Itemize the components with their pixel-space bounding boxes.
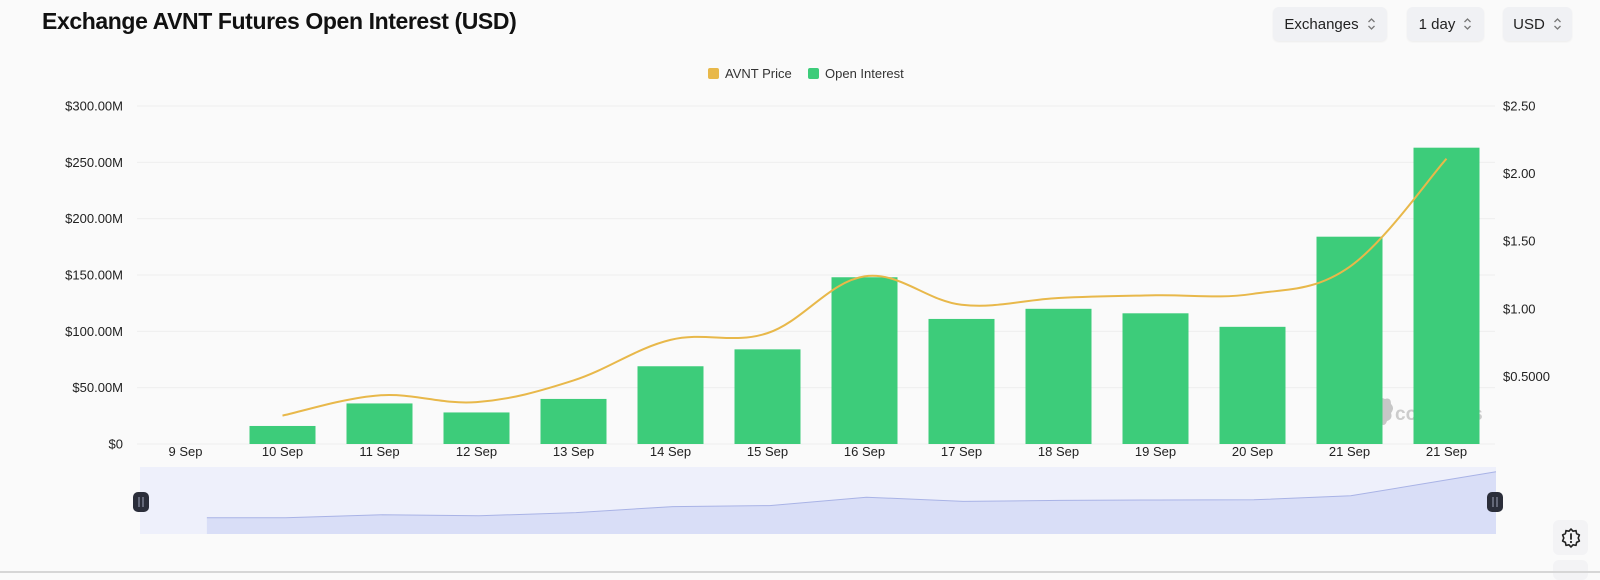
open-interest-bar[interactable]	[831, 277, 898, 444]
x-tick-label: 18 Sep	[1038, 444, 1079, 459]
legend-item-price[interactable]: AVNT Price	[708, 66, 792, 81]
currency-select[interactable]: USD	[1503, 7, 1572, 41]
interval-select-label: 1 day	[1418, 15, 1456, 33]
open-interest-bar[interactable]	[443, 412, 510, 444]
interval-select[interactable]: 1 day	[1407, 7, 1484, 41]
open-interest-bars	[249, 147, 1480, 445]
x-tick-label: 12 Sep	[456, 444, 497, 459]
chevron-updown-icon	[1553, 18, 1561, 30]
y2-tick-label: $2.50	[1503, 99, 1536, 114]
exchanges-select-label: Exchanges	[1284, 15, 1359, 33]
legend-swatch-open-interest	[808, 68, 819, 79]
x-axis: 9 Sep 10 Sep 11 Sep 12 Sep 13 Sep 14 Sep 15 Se…	[169, 444, 1468, 459]
y-tick-label: $250.00M	[65, 155, 123, 170]
x-tick-label: 20 Sep	[1232, 444, 1273, 459]
secondary-tool-button[interactable]	[1553, 560, 1588, 580]
y-tick-label: $300.00M	[65, 99, 123, 114]
y-tick-label: $0	[109, 437, 123, 452]
y-axis-left: $0 $50.00M $100.00M $150.00M $200.00M $250.00…	[65, 99, 123, 452]
y-tick-label: $150.00M	[65, 268, 123, 283]
price-line	[282, 158, 1448, 417]
y-axis-right: $0.5000 $1.00 $1.50 $2.00 $2.50	[1503, 99, 1550, 384]
x-tick-label: 21 Sep	[1329, 444, 1370, 459]
page-title: Exchange AVNT Futures Open Interest (USD…	[42, 8, 517, 34]
legend-item-open-interest[interactable]: Open Interest	[808, 66, 904, 81]
chevron-updown-icon	[1464, 18, 1472, 30]
x-tick-label: 17 Sep	[941, 444, 982, 459]
x-tick-label: 9 Sep	[169, 444, 203, 459]
y2-tick-label: $0.5000	[1503, 369, 1550, 384]
y-tick-label: $100.00M	[65, 324, 123, 339]
y-tick-label: $50.00M	[72, 380, 123, 395]
x-tick-label: 10 Sep	[262, 444, 303, 459]
x-tick-label: 15 Sep	[747, 444, 788, 459]
exchanges-select[interactable]: Exchanges	[1273, 7, 1387, 41]
bottom-divider	[0, 571, 1600, 573]
zoom-slider[interactable]	[133, 467, 1503, 534]
chart-controls: Exchanges 1 day USD	[0, 7, 1600, 42]
x-tick-label: 16 Sep	[844, 444, 885, 459]
x-tick-label: 13 Sep	[553, 444, 594, 459]
slider-handle-left[interactable]	[133, 492, 149, 512]
x-tick-label: 14 Sep	[650, 444, 691, 459]
y2-tick-label: $1.00	[1503, 301, 1536, 316]
legend-label-price: AVNT Price	[725, 66, 792, 81]
open-interest-bar[interactable]	[1219, 326, 1286, 444]
open-interest-bar[interactable]	[249, 425, 316, 444]
open-interest-bar[interactable]	[637, 366, 704, 444]
legend-swatch-price	[708, 68, 719, 79]
chart-legend: AVNT Price Open Interest	[0, 66, 1600, 86]
open-interest-bar[interactable]	[1025, 308, 1092, 444]
open-interest-bar[interactable]	[734, 349, 801, 444]
slider-handle-right[interactable]	[1487, 492, 1503, 512]
x-tick-label: 11 Sep	[359, 444, 399, 459]
slider-mini-area	[206, 471, 1496, 534]
y-tick-label: $200.00M	[65, 211, 123, 226]
open-interest-bar[interactable]	[540, 398, 607, 444]
grid-lines	[137, 105, 1495, 445]
y2-tick-label: $1.50	[1503, 234, 1536, 249]
currency-select-label: USD	[1513, 15, 1545, 33]
settings-button[interactable]	[1553, 520, 1588, 555]
price-line-path	[282, 158, 1448, 417]
y2-tick-label: $2.00	[1503, 166, 1536, 181]
open-interest-bar[interactable]	[928, 318, 995, 444]
open-interest-bar[interactable]	[346, 403, 413, 444]
open-interest-bar[interactable]	[1122, 313, 1189, 444]
legend-label-open-interest: Open Interest	[825, 66, 904, 81]
settings-alert-icon	[1561, 527, 1580, 548]
x-tick-label: 21 Sep	[1426, 444, 1467, 459]
slider-mini-line	[206, 471, 1497, 519]
open-interest-bar[interactable]	[1316, 236, 1383, 444]
open-interest-bar[interactable]	[1413, 147, 1480, 445]
chevron-updown-icon	[1367, 18, 1375, 30]
x-tick-label: 19 Sep	[1135, 444, 1176, 459]
